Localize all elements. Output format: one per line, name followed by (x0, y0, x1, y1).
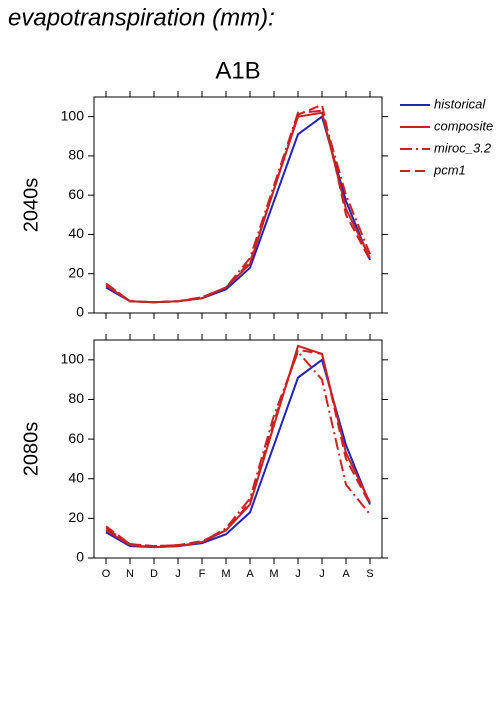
legend-label: composite (434, 118, 493, 133)
legend-label: miroc_3.2 (434, 140, 492, 155)
plot-frame (93, 96, 383, 314)
y-tick-label: 20 (68, 264, 84, 280)
series-line (105, 344, 371, 549)
y-tick-label: 60 (68, 430, 84, 446)
plot-frame (93, 339, 383, 559)
legend-label: pcm1 (433, 162, 466, 177)
series-line (105, 103, 371, 304)
y-tick-label: 40 (68, 469, 84, 485)
x-tick-label: M (221, 568, 230, 580)
x-tick-label: J (175, 568, 181, 580)
x-tick-label: S (366, 568, 373, 580)
x-tick-label: A (342, 568, 350, 580)
legend-label: historical (434, 96, 486, 111)
x-tick-label: F (199, 568, 206, 580)
x-tick-label: A (246, 568, 254, 580)
x-tick-label: D (150, 568, 158, 580)
y-tick-label: 80 (68, 147, 84, 163)
y-tick-label: 0 (76, 549, 84, 565)
y-tick-label: 80 (68, 390, 84, 406)
chart-title: evapotranspiration (mm): (8, 4, 275, 31)
x-tick-label: O (102, 568, 111, 580)
y-tick-label: 20 (68, 509, 84, 525)
series-line (105, 348, 371, 548)
y-tick-label: 60 (68, 186, 84, 202)
y-tick-label: 100 (61, 107, 85, 123)
x-tick-label: J (295, 568, 301, 580)
y-axis-label: 2080s (20, 422, 42, 477)
x-tick-label: J (319, 568, 325, 580)
chart-subtitle: A1B (215, 57, 260, 84)
y-tick-label: 40 (68, 225, 84, 241)
y-tick-label: 0 (76, 304, 84, 320)
y-tick-label: 100 (61, 351, 85, 367)
y-axis-label: 2040s (20, 178, 42, 233)
x-tick-label: N (126, 568, 134, 580)
x-tick-label: M (269, 568, 278, 580)
